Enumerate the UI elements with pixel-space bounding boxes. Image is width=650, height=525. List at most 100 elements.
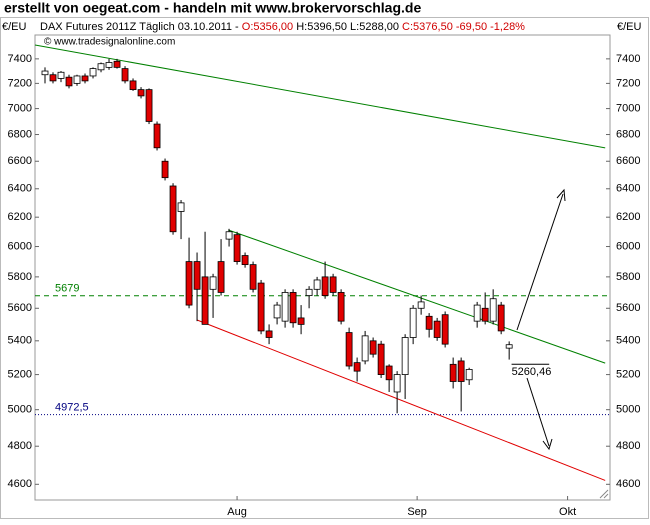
candle-body — [361, 335, 369, 362]
y-tick-label: 6000 — [8, 240, 32, 252]
candle-body — [225, 231, 233, 240]
candle-body — [273, 304, 281, 319]
candle-body — [353, 362, 361, 372]
x-tick-label: Sep — [407, 506, 427, 518]
y-axis-label: €/EU — [2, 21, 27, 33]
candle-body — [321, 276, 329, 296]
candle-body — [329, 276, 337, 293]
candle-body — [425, 315, 433, 330]
y-tick-label-right: 6000 — [616, 240, 640, 252]
resize-grip — [599, 489, 609, 499]
y-tick-label: 6800 — [8, 128, 32, 140]
candle-body — [281, 292, 289, 322]
y-tick-label: 4800 — [8, 440, 32, 452]
plot-frame — [34, 34, 611, 501]
candle-body — [417, 301, 425, 309]
candle-body — [385, 365, 393, 381]
candle-body — [233, 234, 241, 262]
candle-body — [137, 89, 145, 97]
candle-body — [113, 60, 121, 68]
candle-body — [369, 340, 377, 355]
y-tick-label: 6600 — [8, 155, 32, 167]
candle-body — [41, 70, 49, 76]
subtitle-part: O:5356,00 — [242, 21, 296, 33]
candle-body — [121, 68, 129, 82]
candle-body — [401, 337, 409, 375]
candle-body — [97, 63, 105, 71]
candle-body — [289, 292, 297, 324]
candle-body — [185, 261, 193, 306]
candle-body — [441, 314, 449, 345]
candle-body — [89, 68, 97, 77]
candle-body — [297, 317, 305, 325]
candle-body — [81, 75, 89, 82]
candle-body — [337, 292, 345, 322]
candle-body — [193, 261, 201, 290]
y-tick-label-right: 5600 — [616, 302, 640, 314]
candle-body — [489, 298, 497, 322]
y-tick-label-right: 6800 — [616, 128, 640, 140]
x-tick-label: Okt — [559, 506, 576, 518]
candle-body — [409, 307, 417, 338]
y-tick-label: 5600 — [8, 302, 32, 314]
y-tick-label: 4600 — [8, 478, 32, 490]
y-tick-label-right: 5000 — [616, 404, 640, 416]
candle-body — [313, 279, 321, 290]
y-tick-label-right: 5800 — [616, 271, 640, 283]
candle-body — [73, 75, 81, 84]
y-tick-label-right: 6600 — [616, 155, 640, 167]
trendline — [196, 319, 606, 481]
candle-body — [105, 62, 113, 68]
arrows — [516, 188, 566, 451]
candle-body — [465, 369, 473, 381]
outer-frame — [0, 17, 649, 519]
candle-body — [177, 202, 185, 212]
source: © www.tradesignalonline.com — [44, 37, 175, 48]
candle-body — [129, 80, 137, 91]
y-tick-label-right: 4800 — [616, 440, 640, 452]
subtitle-part: C:5376,50 -69,50 -1,28% — [402, 21, 525, 33]
y-tick-label: 6400 — [8, 183, 32, 195]
y-tick-label-right: 7200 — [616, 77, 640, 89]
candle-body — [217, 261, 225, 293]
candle-body — [257, 282, 265, 332]
y-tick-label: 5400 — [8, 335, 32, 347]
level-label: 5679 — [55, 283, 79, 295]
candle-body — [305, 288, 313, 296]
candle-body — [481, 307, 489, 322]
candle-body — [473, 304, 481, 322]
y-tick-label: 7200 — [8, 77, 32, 89]
candle-body — [201, 276, 209, 325]
y-tick-label: 6200 — [8, 211, 32, 223]
candle-body — [241, 255, 249, 266]
candle-body — [457, 360, 465, 382]
candle-body — [209, 276, 217, 290]
y-tick-label-right: 5200 — [616, 368, 640, 380]
candle-body — [153, 123, 161, 149]
subtitle-part: L:5288,00 — [350, 21, 402, 33]
subtitle: DAX Futures 2011Z Täglich 03.10.2011 - O… — [40, 21, 525, 33]
subtitle-part: H:5396,50 — [296, 21, 350, 33]
y-tick-label: 7400 — [8, 53, 32, 65]
candle-body — [265, 330, 273, 338]
y-tick-label: 5200 — [8, 368, 32, 380]
chart-title: erstellt von oegeat.com - handeln mit ww… — [4, 0, 421, 16]
y-tick-label: 7000 — [8, 102, 32, 114]
y-tick-label-right: 7400 — [616, 53, 640, 65]
y-tick-label-right: 5400 — [616, 335, 640, 347]
candle-body — [449, 363, 457, 382]
x-tick-label: Aug — [227, 506, 247, 518]
candle-body — [65, 76, 73, 87]
trendline — [34, 44, 606, 149]
trendline — [228, 229, 606, 364]
level-label: 4972,5 — [55, 402, 89, 414]
candle-body — [145, 89, 153, 122]
candle-body — [505, 344, 513, 349]
y-tick-label-right: 4600 — [616, 478, 640, 490]
annotation-label: 5260,46 — [512, 366, 552, 378]
candle-body — [249, 264, 257, 290]
candle-body — [377, 343, 385, 375]
y-tick-label-right: 6200 — [616, 211, 640, 223]
candle-body — [169, 185, 177, 233]
